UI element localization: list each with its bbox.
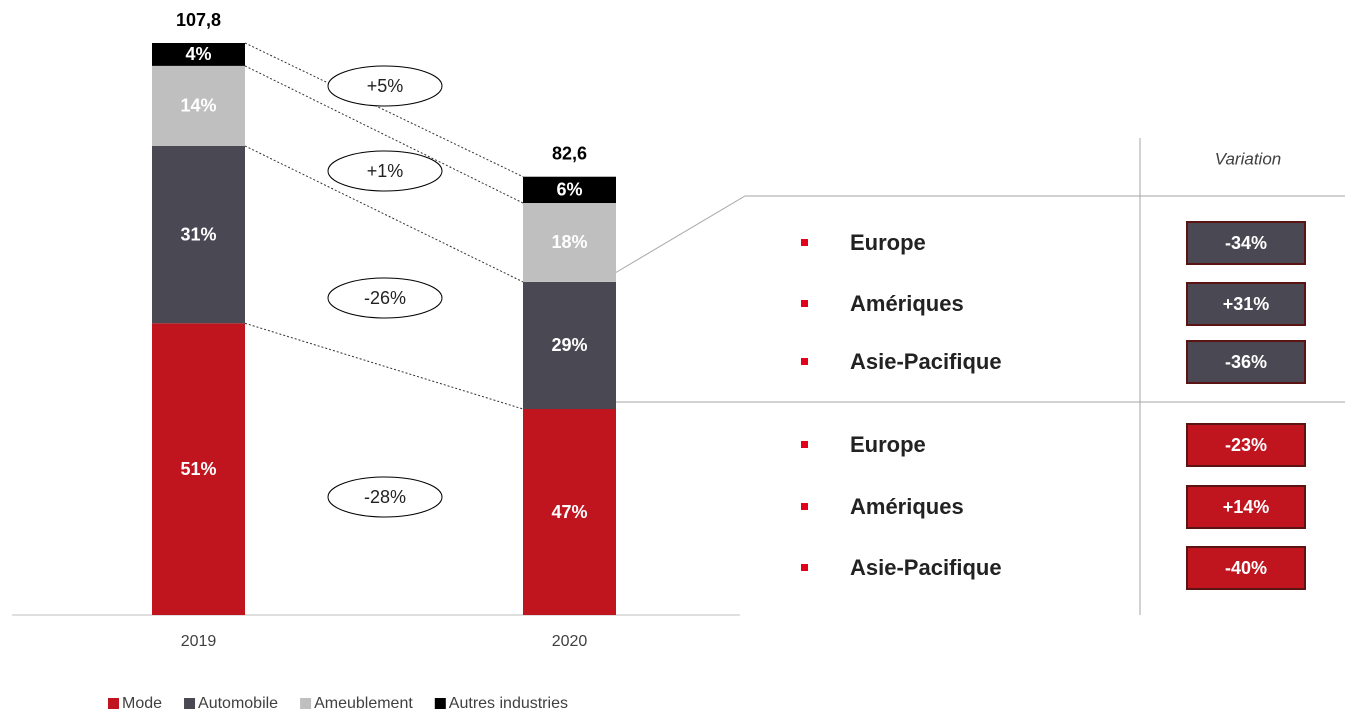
- x-tick-label: 2020: [552, 633, 588, 650]
- bullet: [801, 441, 808, 448]
- bar-segment: [523, 203, 616, 282]
- bar-segment: [152, 145, 245, 324]
- region-label: Asie-Pacifique: [850, 555, 1002, 580]
- legend-swatch: [434, 698, 446, 709]
- change-bubble: [327, 476, 443, 518]
- legend-label: Ameublement: [314, 695, 413, 712]
- segment-label: 47%: [551, 502, 587, 522]
- bullet: [801, 564, 808, 571]
- legend-label: Autres industries: [449, 695, 568, 712]
- segment-label: 29%: [551, 335, 587, 355]
- segment-label: 51%: [180, 459, 216, 479]
- variation-label: -40%: [1225, 558, 1267, 578]
- x-tick-label: 2019: [181, 633, 217, 650]
- variation-label: -23%: [1225, 435, 1267, 455]
- bullet: [801, 358, 808, 365]
- bar-segment: [523, 176, 616, 204]
- region-label: Europe: [850, 230, 926, 255]
- legend-swatch: [108, 698, 119, 709]
- bar-segment: [152, 323, 245, 615]
- region-label: Amériques: [850, 291, 964, 316]
- total-label: 82,6: [552, 143, 587, 163]
- legend-label: Automobile: [198, 695, 278, 712]
- bar-segment: [152, 43, 245, 66]
- variation-label: -36%: [1225, 352, 1267, 372]
- change-label: +1%: [367, 161, 404, 181]
- legend-swatch: [184, 698, 196, 709]
- bar-segment: [523, 281, 616, 410]
- legend-label: Mode: [122, 695, 162, 712]
- region-label: Amériques: [850, 494, 964, 519]
- bullet: [801, 239, 808, 246]
- bar-segment: [152, 65, 245, 146]
- change-label: -28%: [364, 487, 406, 507]
- segment-label: 4%: [185, 44, 211, 64]
- variation-box: [1186, 423, 1306, 467]
- connector-line: [244, 42, 524, 178]
- bar-segment: [523, 409, 616, 615]
- change-bubble: [327, 65, 443, 107]
- bullet: [801, 300, 808, 307]
- segment-label: 31%: [180, 224, 216, 244]
- variation-box: [1186, 221, 1306, 265]
- panel-connector: [614, 195, 1345, 274]
- change-label: +5%: [367, 76, 404, 96]
- connector-line: [244, 145, 524, 283]
- legend-swatch: [300, 698, 312, 709]
- variation-box: [1186, 546, 1306, 590]
- bullet: [801, 503, 808, 510]
- change-label: -26%: [364, 288, 406, 308]
- variation-label: -34%: [1225, 233, 1267, 253]
- connector-line: [244, 322, 524, 410]
- region-label: Europe: [850, 432, 926, 457]
- change-bubble: [327, 150, 443, 192]
- variation-box: [1186, 282, 1306, 326]
- segment-label: 14%: [180, 96, 216, 116]
- change-bubble: [327, 277, 443, 319]
- variation-label: +14%: [1223, 497, 1270, 517]
- region-label: Asie-Pacifique: [850, 349, 1002, 374]
- variation-box: [1186, 485, 1306, 529]
- variation-box: [1186, 340, 1306, 384]
- total-label: 107,8: [176, 10, 221, 30]
- segment-label: 18%: [551, 232, 587, 252]
- segment-label: 6%: [556, 180, 582, 200]
- panel-header: Variation: [1215, 149, 1281, 168]
- variation-label: +31%: [1223, 294, 1270, 314]
